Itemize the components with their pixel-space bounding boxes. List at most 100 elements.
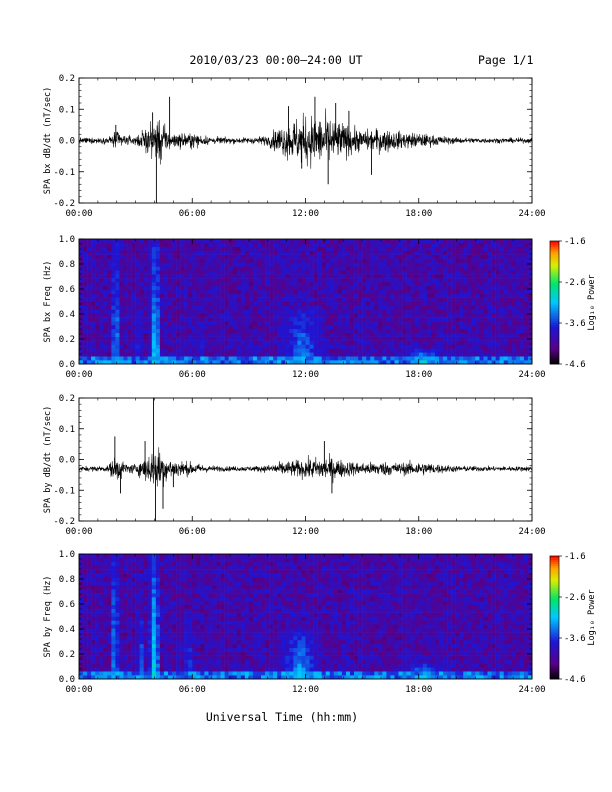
spectrogram-cell <box>212 239 217 244</box>
spectrogram-cell <box>143 557 149 563</box>
spectrogram-cell <box>467 297 472 302</box>
spectrogram-cell <box>200 340 205 345</box>
spectrogram-cell <box>261 313 266 318</box>
spectrogram-cell <box>119 573 124 578</box>
spectrogram-cell <box>370 262 375 267</box>
spectrogram-cell <box>91 332 96 337</box>
spectrogram-cell <box>499 356 504 361</box>
spectrogram-cell <box>426 321 432 326</box>
spectrogram-cell <box>329 285 335 291</box>
spectrogram-cell <box>256 242 262 248</box>
spectrogram-cell <box>212 297 217 302</box>
spectrogram-cell <box>317 262 322 267</box>
spectrogram-cell <box>107 636 112 641</box>
spectrogram-cell <box>309 328 314 334</box>
spectrogram-cell <box>127 577 132 582</box>
spectrogram-cell <box>402 340 407 345</box>
spectrogram-cell <box>192 246 197 252</box>
spectrogram-cell <box>418 250 424 255</box>
spectrogram-cell <box>172 356 177 361</box>
spectrogram-cell <box>281 344 286 349</box>
spectrogram-cell <box>99 565 104 570</box>
spectrogram-cell <box>374 246 379 252</box>
spectrogram-cell <box>212 262 217 267</box>
spectrogram-cell <box>349 317 355 322</box>
spectrogram-cell <box>151 608 157 613</box>
spectrogram-cell <box>374 321 379 326</box>
colorbar-tick-label: -4.6 <box>564 360 586 370</box>
spectrogram-cell <box>115 671 120 676</box>
spectrogram-cell <box>414 336 420 341</box>
spectrogram-cell <box>507 246 513 252</box>
spectrogram-cell <box>479 348 484 353</box>
spectrogram-cell <box>151 589 157 594</box>
spectrogram-cell <box>228 352 233 357</box>
spectrogram-cell <box>135 651 140 656</box>
spectrogram-cell <box>499 239 504 244</box>
spectrogram-cell <box>95 321 100 326</box>
spectrogram-cell <box>196 321 201 326</box>
spectrogram-cell <box>135 628 140 633</box>
spectrogram-cell <box>123 604 128 609</box>
spectrogram-cell <box>232 348 238 353</box>
spectrogram-cell <box>390 289 395 294</box>
spectrogram-cell <box>261 360 266 365</box>
spectrogram-cell <box>204 336 209 341</box>
spectrogram-cell <box>305 278 310 283</box>
spectrogram-cell <box>212 281 217 287</box>
spectrogram-cell <box>99 557 104 563</box>
spectrogram-cell <box>434 297 440 302</box>
spectrogram-cell <box>499 242 504 248</box>
spectrogram-cell <box>99 344 104 349</box>
spectrogram-cell <box>491 301 496 306</box>
spectrogram-cell <box>301 340 306 345</box>
spectrogram-cell <box>511 309 517 314</box>
spectrogram-cell <box>216 270 221 275</box>
spectrogram-cell <box>188 270 193 275</box>
spectrogram-cell <box>443 266 448 271</box>
spectrogram-cell <box>252 270 258 275</box>
spectrogram-cell <box>139 589 145 594</box>
spectrogram-cell <box>459 305 464 310</box>
spectrogram-cell <box>301 270 306 275</box>
spectrogram-cell <box>95 332 100 337</box>
spectrogram-cell <box>99 593 104 598</box>
spectrogram-cell <box>147 675 153 680</box>
spectrogram-cell <box>91 254 96 259</box>
spectrogram-cell <box>265 270 270 275</box>
spectrogram-cell <box>200 281 205 287</box>
spectrogram-cell <box>127 608 132 613</box>
spectrogram-cell <box>184 604 189 609</box>
spectrogram-cell <box>123 305 128 310</box>
spectrogram-cell <box>139 239 145 244</box>
spectrogram-cell <box>289 270 294 275</box>
spectrogram-cell <box>147 266 153 271</box>
spectrogram-cell <box>309 321 314 326</box>
spectrogram-cell <box>123 324 128 330</box>
spectrogram-cell <box>127 344 132 349</box>
spectrogram-cell <box>354 274 359 279</box>
spectrogram-cell <box>111 266 116 271</box>
spectrogram-cell <box>228 285 233 291</box>
spectrogram-cell <box>176 620 181 625</box>
spectrogram-cell <box>143 671 149 676</box>
spectrogram-cell <box>455 270 460 275</box>
spectrogram-cell <box>265 305 270 310</box>
spectrogram-cell <box>119 557 124 563</box>
spectrogram-cell <box>426 356 432 361</box>
spectrogram-cell <box>208 301 213 306</box>
spectrogram-cell <box>483 356 488 361</box>
spectrogram-cell <box>91 632 96 637</box>
spectrogram-cell <box>79 671 84 676</box>
spectrogram-cell <box>345 246 351 252</box>
spectrogram-cell <box>87 324 92 330</box>
spectrogram-cell <box>248 250 254 255</box>
spectrogram-cell <box>414 309 420 314</box>
spectrogram-cell <box>224 254 229 259</box>
spectrogram-cell <box>301 332 306 337</box>
spectrogram-cell <box>163 254 169 259</box>
spectrogram-cell <box>495 270 500 275</box>
spectrogram-cell <box>475 293 480 298</box>
spectrogram-cell <box>99 321 104 326</box>
spectrogram-cell <box>87 317 92 322</box>
